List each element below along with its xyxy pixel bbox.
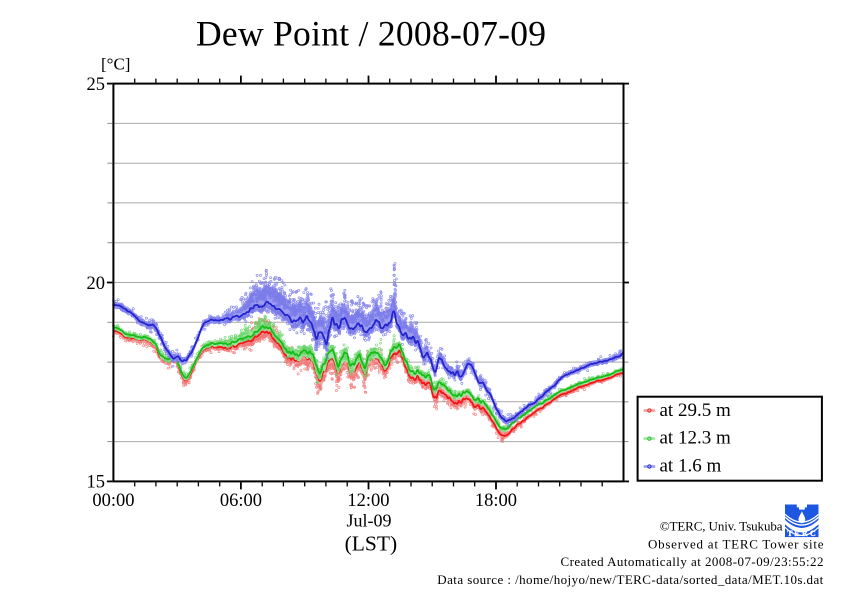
svg-text:06:00: 06:00 <box>220 491 262 511</box>
svg-text:Created Automatically at 2008-: Created Automatically at 2008-07-09/23:5… <box>561 554 824 569</box>
svg-text:T: T <box>787 529 793 538</box>
svg-text:25: 25 <box>87 75 106 95</box>
svg-text:at 29.5 m: at 29.5 m <box>660 400 731 421</box>
svg-text:20: 20 <box>87 274 106 294</box>
svg-text:Data source : /home/hojyo/new/: Data source : /home/hojyo/new/TERC-data/… <box>437 572 823 587</box>
svg-text:R: R <box>802 529 808 538</box>
svg-text:(LST): (LST) <box>345 532 398 556</box>
svg-text:at 12.3 m: at 12.3 m <box>660 428 731 449</box>
svg-text:[°C]: [°C] <box>101 55 130 74</box>
svg-text:Observed at TERC Tower site: Observed at TERC Tower site <box>648 537 824 552</box>
svg-text:C: C <box>810 529 816 538</box>
svg-text:E: E <box>794 529 799 538</box>
svg-text:©TERC, Univ. Tsukuba: ©TERC, Univ. Tsukuba <box>660 519 783 534</box>
svg-text:Dew Point / 2008-07-09: Dew Point / 2008-07-09 <box>196 14 546 54</box>
svg-text:00:00: 00:00 <box>92 491 134 511</box>
svg-text:at 1.6 m: at 1.6 m <box>660 456 722 477</box>
svg-text:15: 15 <box>87 473 106 493</box>
svg-text:12:00: 12:00 <box>347 491 389 511</box>
svg-text:18:00: 18:00 <box>475 491 517 511</box>
svg-text:Jul-09: Jul-09 <box>347 511 392 531</box>
